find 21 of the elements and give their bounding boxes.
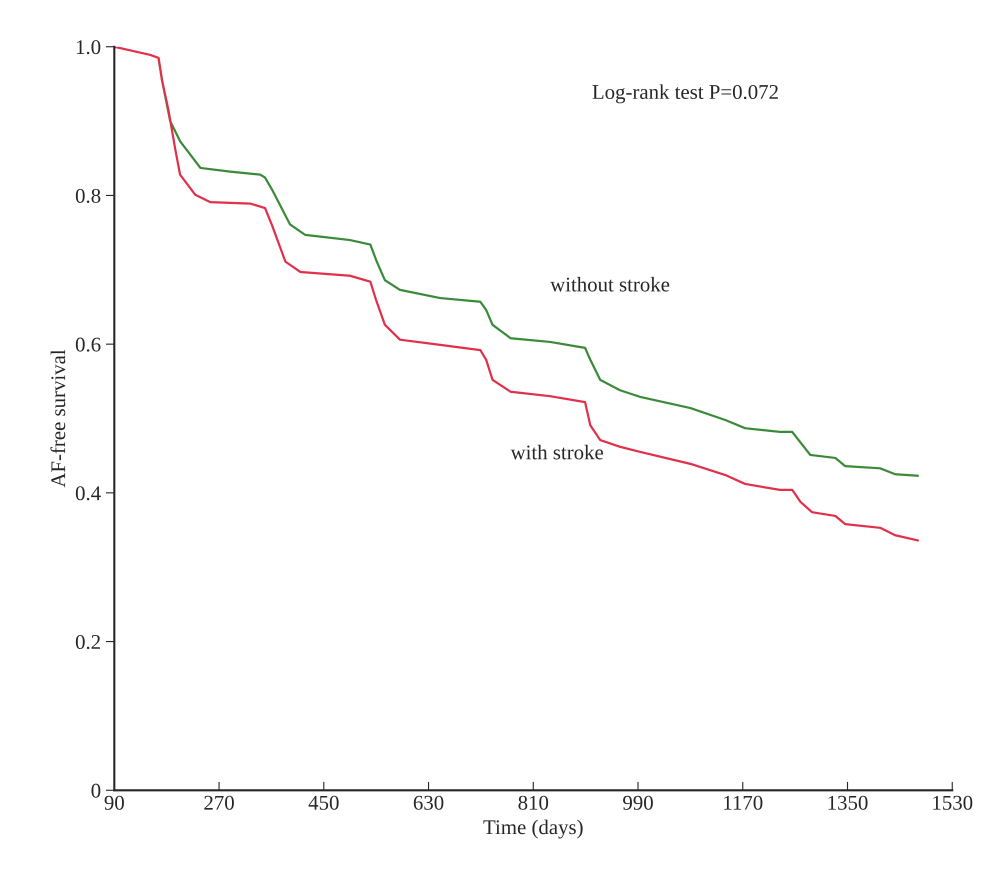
- x-tick-label: 990: [623, 796, 653, 810]
- x-tick-label: 630: [414, 796, 444, 810]
- x-tick-label: 1350: [828, 796, 868, 810]
- y-tick-label: 0.6: [76, 338, 100, 352]
- x-tick-label: 450: [308, 796, 339, 810]
- line-series: [114, 46, 920, 542]
- y-tick-label: 0.8: [76, 188, 100, 203]
- series-label: with stroke: [510, 444, 604, 460]
- x-tick-label: 270: [204, 796, 234, 810]
- y-axis-title: AF-free survival: [50, 350, 66, 488]
- y-tick-label: 0.4: [76, 486, 101, 500]
- annotation: Log-rank test P=0.072: [592, 84, 778, 104]
- y-tick-label: 0: [91, 784, 100, 798]
- text: without stroke: [550, 276, 670, 292]
- x-tick-label: 90: [104, 796, 124, 810]
- x-axis-title: Time (days): [483, 820, 583, 839]
- x-tick-label: 1170: [724, 796, 762, 810]
- y-tick-label: 0.2: [76, 634, 100, 650]
- x-tick-label: 1530: [933, 796, 972, 810]
- x-tick-label: 810: [518, 796, 548, 810]
- y-tick-label: 1.0: [76, 40, 100, 54]
